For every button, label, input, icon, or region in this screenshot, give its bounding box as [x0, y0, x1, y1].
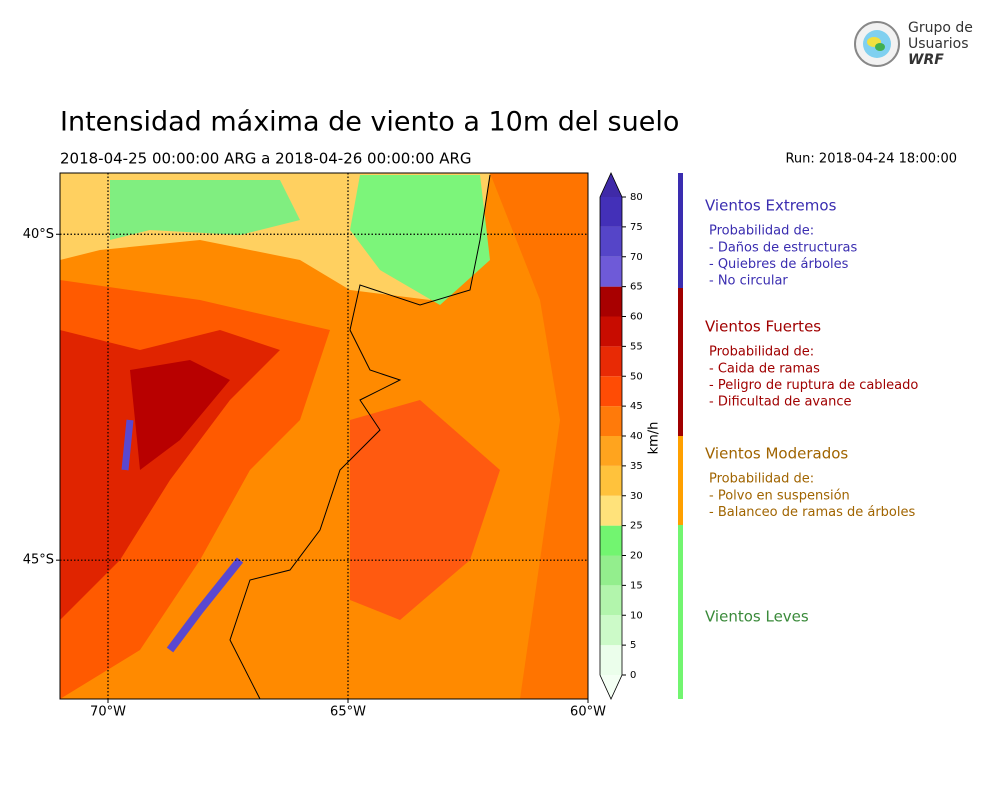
map	[60, 173, 588, 699]
colorbar-tick-label: 0	[630, 670, 636, 681]
colorbar-segment	[600, 465, 622, 496]
legend-bar	[678, 525, 683, 699]
colorbar-segment	[600, 376, 622, 407]
y-tick-label: 40°S	[23, 227, 54, 242]
colorbar-segment	[600, 226, 622, 257]
legend-heading: Probabilidad de:	[709, 224, 814, 239]
colorbar-tick-label: 5	[630, 640, 636, 651]
colorbar-tick-label: 75	[630, 222, 643, 233]
colorbar-label: km/h	[647, 422, 662, 455]
colorbar-segment	[600, 316, 622, 347]
run-time: Run: 2018-04-24 18:00:00	[785, 152, 957, 167]
legend-title: Vientos Fuertes	[705, 318, 821, 336]
logo: Grupo de Usuarios WRF	[854, 20, 973, 68]
colorbar-segment	[600, 286, 622, 317]
legend-heading: Probabilidad de:	[709, 472, 814, 487]
legend-bar	[678, 288, 683, 436]
colorbar-segment	[600, 615, 622, 646]
y-tick-label: 45°S	[23, 553, 54, 568]
colorbar-tick-label: 40	[630, 431, 643, 442]
colorbar-tick-label: 50	[630, 371, 643, 382]
colorbar-segment	[600, 436, 622, 466]
colorbar-under	[600, 675, 622, 699]
logo-text: WRF	[908, 52, 944, 68]
legend-heading: Probabilidad de:	[709, 345, 814, 360]
colorbar-segment	[600, 525, 622, 556]
x-tick-label: 70°W	[90, 705, 126, 720]
x-tick-label: 60°W	[570, 705, 606, 720]
legend-item: - Caida de ramas	[709, 362, 820, 377]
map-frame	[59, 172, 589, 700]
colorbar-tick-label: 15	[630, 580, 643, 591]
colorbar-tick-label: 35	[630, 461, 643, 472]
colorbar-tick-label: 20	[630, 551, 643, 562]
colorbar-over	[600, 173, 622, 197]
colorbar-tick-label: 30	[630, 491, 643, 502]
colorbar-segment	[600, 495, 622, 526]
colorbar-tick-label: 80	[630, 192, 643, 203]
colorbar-tick-label: 55	[630, 341, 643, 352]
legend-title: Vientos Leves	[705, 608, 809, 626]
legend-item: - Quiebres de árboles	[709, 257, 849, 272]
colorbar-tick-label: 65	[630, 282, 643, 293]
colorbar-segment	[600, 346, 622, 377]
legend-item: - Dificultad de avance	[709, 395, 851, 410]
colorbar-tick-label: 10	[630, 610, 643, 621]
legend-item: - Daños de estructuras	[709, 241, 858, 256]
colorbar-tick-label: 25	[630, 521, 643, 532]
x-tick-label: 65°W	[330, 705, 366, 720]
colorbar-segment	[600, 256, 622, 287]
legend-title: Vientos Moderados	[705, 445, 848, 463]
logo-text: Usuarios	[908, 36, 969, 52]
colorbar-segment	[600, 406, 622, 436]
colorbar-tick-label: 45	[630, 401, 643, 412]
legend-bar	[678, 436, 683, 525]
subtitle: 2018-04-25 00:00:00 ARG a 2018-04-26 00:…	[60, 150, 472, 168]
colorbar-segment	[600, 645, 622, 675]
legend-bar	[678, 173, 683, 288]
legend-item: - Polvo en suspensión	[709, 489, 850, 504]
colorbar-segment	[600, 585, 622, 616]
legend-item: - Balanceo de ramas de árboles	[709, 505, 915, 520]
colorbar-tick-label: 70	[630, 252, 643, 263]
colorbar-segment	[600, 555, 622, 586]
legend-title: Vientos Extremos	[705, 197, 837, 215]
legend-item: - No circular	[709, 274, 788, 289]
logo-text: Grupo de	[908, 20, 973, 36]
legend-item: - Peligro de ruptura de cableado	[709, 378, 918, 393]
title: Intensidad máxima de viento a 10m del su…	[60, 107, 679, 138]
colorbar-tick-label: 60	[630, 312, 643, 323]
colorbar-segment	[600, 197, 622, 227]
